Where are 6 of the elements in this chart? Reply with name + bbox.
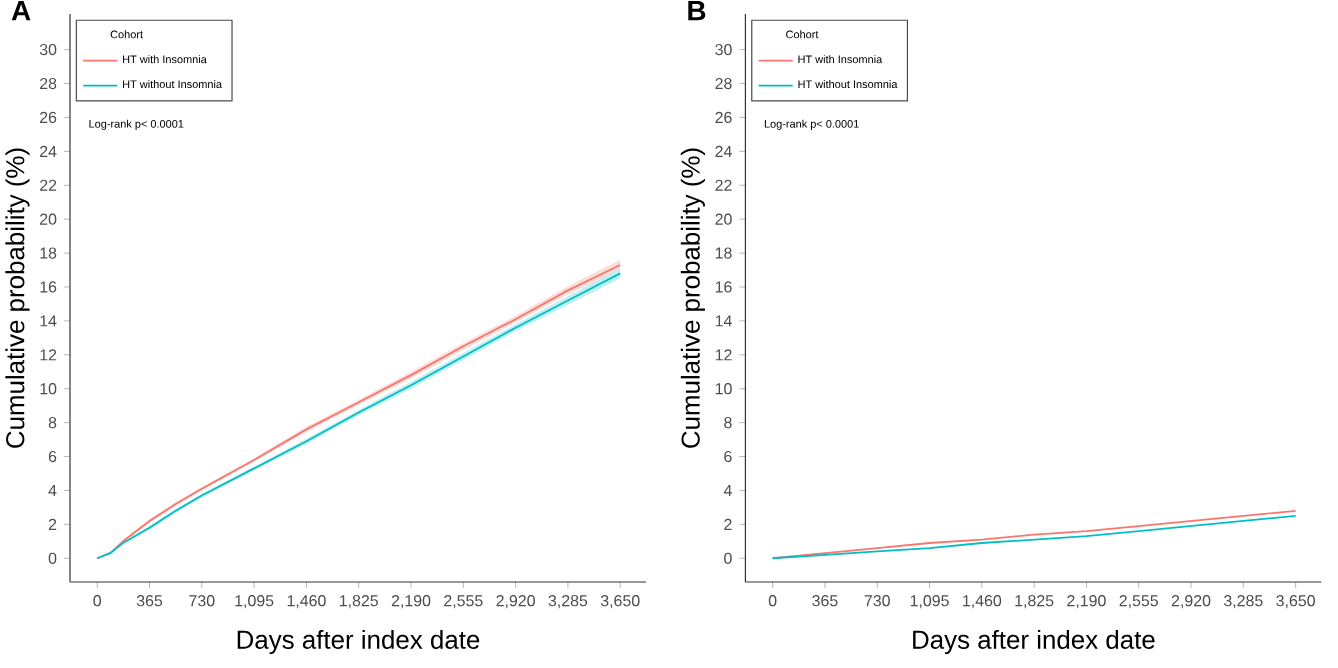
chart-title: A <box>11 1 31 21</box>
x-axis-title: Days after index date <box>237 629 480 655</box>
x-axis-title: Days after index date <box>913 629 1155 655</box>
chart-title: B <box>688 1 706 21</box>
y-axis-title: Cumulative probability (%) <box>5 148 30 448</box>
y-axis-title: Cumulative probability (%) <box>680 148 705 448</box>
